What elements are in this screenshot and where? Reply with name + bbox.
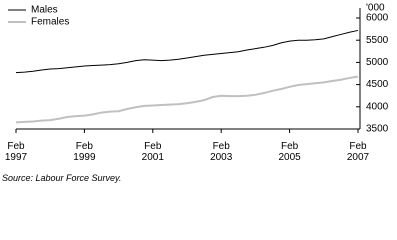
x-tick-label: Feb 2007 — [346, 141, 370, 163]
x-tick-label: Feb 1999 — [73, 141, 96, 163]
chart: '000 3500 4000 4500 5000 5500 6000 Males Females… — [2, 3, 389, 183]
y-tick-label: 4000 — [366, 101, 389, 112]
legend-label: Males — [31, 5, 58, 16]
x-tick-label: Feb 2003 — [210, 141, 233, 163]
source-note: Source: Labour Force Survey. — [2, 173, 122, 183]
y-unit: '000 — [366, 3, 385, 14]
y-tick-label: 4500 — [366, 79, 389, 90]
y-tick-label: 6000 — [366, 13, 389, 24]
series-line — [15, 75, 359, 124]
x-tick-label: Feb 2001 — [141, 141, 164, 163]
x-tick-label: Feb 2005 — [278, 141, 301, 163]
y-tick-label: 5000 — [366, 57, 389, 68]
series-line — [15, 29, 359, 74]
y-tick-label: 3500 — [366, 124, 389, 135]
y-tick-label: 5500 — [366, 35, 389, 46]
x-tick-label: Feb 1997 — [4, 141, 28, 163]
legend-label: Females — [31, 17, 69, 28]
